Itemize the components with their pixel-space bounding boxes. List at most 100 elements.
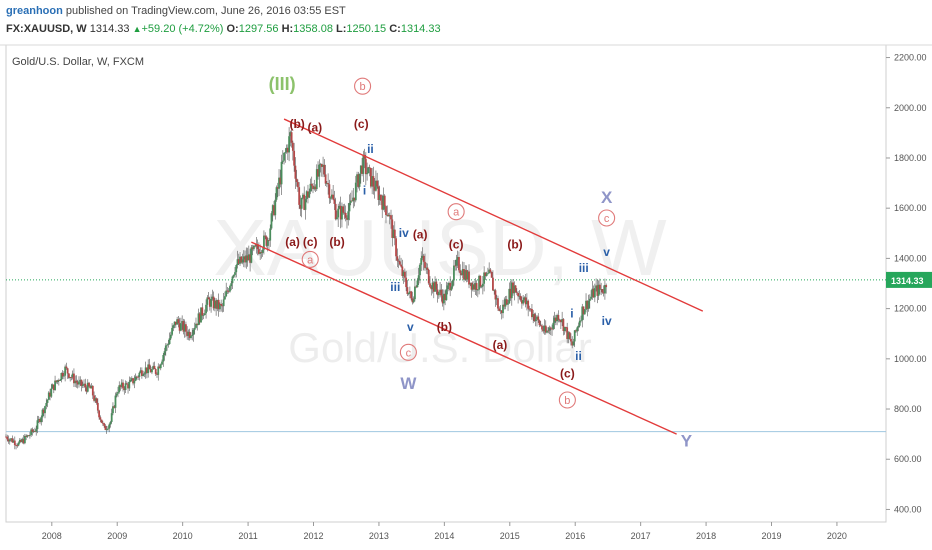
- candle-body: [41, 409, 44, 418]
- candle-body: [348, 202, 351, 212]
- candle-body: [118, 385, 121, 393]
- candle-body: [152, 365, 155, 370]
- candle-body: [114, 395, 117, 408]
- up-triangle-icon: ▲: [132, 24, 142, 34]
- candle-body: [15, 445, 17, 446]
- candle-body: [216, 299, 219, 309]
- x-tick-label: 2013: [369, 531, 389, 541]
- candle-body: [60, 372, 63, 381]
- y-tick-label: 1200.00: [894, 304, 927, 314]
- wave-labels: (III)(b) (a) (c)iii(a) (c) (b)iv (a)(c) (b)iii…: [269, 74, 693, 450]
- candle-body: [437, 292, 440, 296]
- price-value: 1314.33: [89, 23, 130, 35]
- candle-body: [79, 379, 82, 382]
- trendlines[interactable]: [251, 118, 704, 435]
- y-tick-label: 600.00: [894, 454, 922, 464]
- channel-trendline[interactable]: [251, 241, 677, 435]
- candle-body: [30, 429, 33, 435]
- candle-body: [320, 164, 323, 167]
- candle-body: [261, 249, 264, 253]
- candle-body: [524, 297, 527, 305]
- candle-body: [11, 438, 14, 443]
- x-tick-label: 2008: [42, 531, 62, 541]
- candle-body: [154, 369, 157, 374]
- candle-body: [582, 306, 585, 315]
- candle-body: [86, 382, 89, 392]
- candle-body: [258, 249, 260, 254]
- candle-body: [570, 338, 572, 342]
- candle-body: [200, 307, 202, 323]
- candle-body: [400, 264, 402, 267]
- candle-body: [476, 289, 479, 291]
- candle-body: [151, 369, 153, 373]
- x-tick-label: 2018: [696, 531, 716, 541]
- circled-wave-label: c: [604, 213, 610, 225]
- candle-body: [291, 142, 294, 151]
- candle-body: [466, 271, 469, 280]
- candle-body: [157, 366, 160, 375]
- candle-body: [263, 235, 265, 250]
- candle-body: [198, 313, 201, 323]
- candle-body: [254, 245, 257, 247]
- candle-body: [193, 327, 196, 330]
- candle-body: [56, 380, 59, 383]
- candle-body: [500, 310, 503, 314]
- candle-body: [405, 277, 408, 288]
- channel-trendline[interactable]: [283, 118, 704, 312]
- candle-body: [227, 290, 230, 292]
- y-tick-label: 800.00: [894, 404, 922, 414]
- candle-body: [104, 425, 107, 430]
- candle-body: [475, 283, 478, 290]
- wave-label: iv: [399, 226, 409, 240]
- open-label: O:: [226, 23, 239, 35]
- candle-body: [178, 323, 181, 331]
- circled-wave-label: b: [360, 81, 366, 93]
- candle-body: [100, 419, 103, 423]
- candle-body: [113, 406, 116, 408]
- candle-body: [590, 296, 592, 299]
- y-tick-label: 2000.00: [894, 103, 927, 113]
- candle-body: [364, 158, 367, 175]
- candle-body: [485, 273, 488, 277]
- publisher-line: greanhoon published on TradingView.com, …: [6, 5, 346, 17]
- published-text: published on TradingView.com, June 26, 2…: [62, 5, 346, 17]
- publisher-username[interactable]: greanhoon: [6, 5, 63, 17]
- candle-body: [313, 186, 316, 190]
- candle-body: [98, 410, 101, 418]
- candle-body: [486, 273, 489, 275]
- candle-body: [480, 286, 483, 288]
- candle-body: [108, 424, 111, 429]
- quote-line: FX:XAUUSD, W 1314.33 ▲+59.20 (+4.72%) O:…: [6, 23, 441, 35]
- candle-body: [286, 147, 289, 153]
- candle-body: [156, 373, 158, 375]
- watermark-symbol: XAUUSD, W: [213, 203, 667, 292]
- candle-body: [130, 378, 133, 380]
- candle-body: [598, 284, 601, 290]
- candle-body: [451, 280, 454, 287]
- low-label: L:: [336, 23, 347, 35]
- candle-body: [18, 439, 21, 443]
- candle-body: [44, 406, 46, 414]
- candle-body: [125, 383, 128, 385]
- candle-body: [519, 295, 522, 301]
- candle-body: [207, 297, 210, 300]
- candle-body: [259, 252, 262, 254]
- candle-body: [538, 320, 541, 326]
- low-value: 1250.15: [346, 23, 387, 35]
- candle-body: [528, 308, 531, 310]
- candle-body: [383, 195, 386, 207]
- candle-body: [206, 297, 209, 305]
- candle-body: [22, 439, 25, 444]
- candle-body: [255, 244, 258, 247]
- candle-body: [425, 267, 428, 269]
- candle-body: [567, 332, 570, 340]
- wave-label: X: [601, 188, 613, 207]
- candle-body: [544, 325, 547, 333]
- candle-body: [562, 319, 565, 331]
- candle-body: [139, 370, 142, 373]
- candle-body: [514, 285, 517, 293]
- candle-body: [202, 314, 205, 316]
- wave-label: ii: [367, 142, 374, 156]
- candle-body: [147, 364, 150, 374]
